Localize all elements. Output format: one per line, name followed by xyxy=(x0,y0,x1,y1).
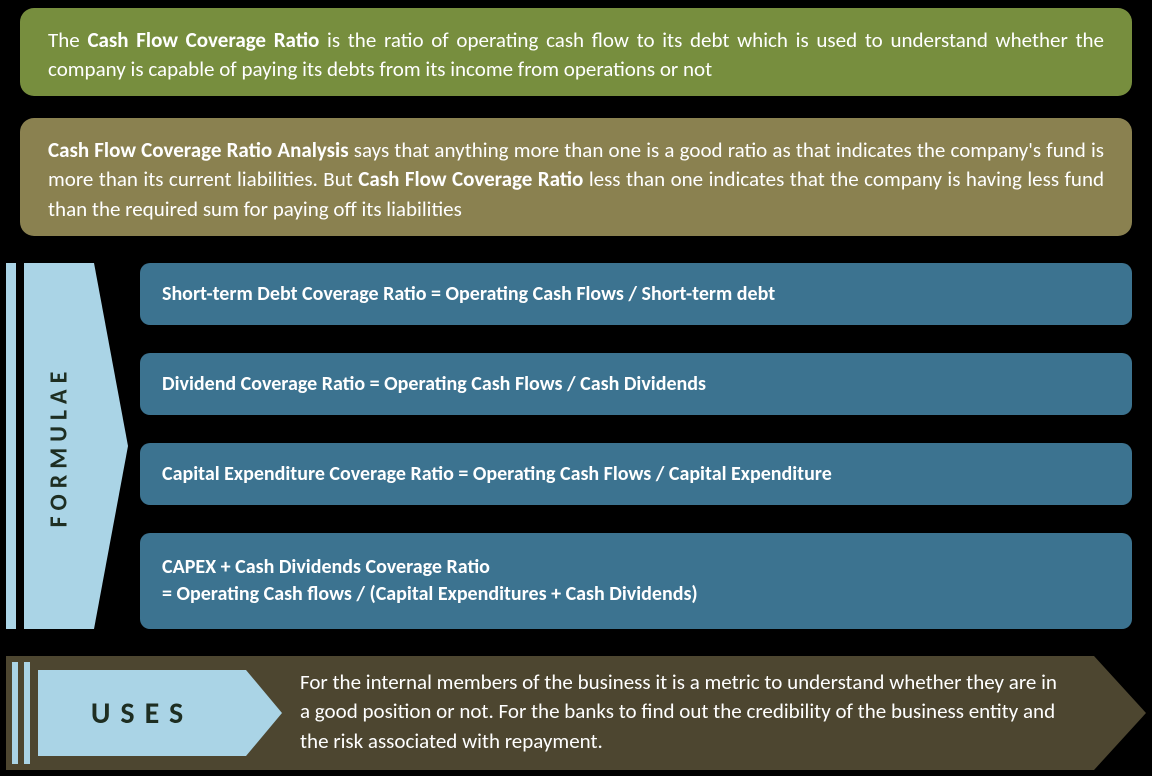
def-prefix: The xyxy=(48,27,87,53)
uses-text: For the internal members of the business… xyxy=(300,668,1060,756)
uses-label-box: USES xyxy=(38,670,246,756)
formulae-label-arrow xyxy=(94,263,128,629)
formula-text-1: Short-term Debt Coverage Ratio = Operati… xyxy=(162,281,775,308)
formulae-label: FORMULAE xyxy=(45,365,74,527)
formulae-label-box: FORMULAE xyxy=(24,263,94,629)
uses-thin-bar-2 xyxy=(24,662,30,764)
analysis-box: Cash Flow Coverage Ratio Analysis says t… xyxy=(20,118,1132,236)
formulae-thin-bar xyxy=(6,263,16,629)
uses-thin-bar-1 xyxy=(12,662,18,764)
formula-text-3: Capital Expenditure Coverage Ratio = Ope… xyxy=(162,461,832,488)
formula-bar-3: Capital Expenditure Coverage Ratio = Ope… xyxy=(140,443,1132,505)
analysis-bold1: Cash Flow Coverage Ratio Analysis xyxy=(48,137,349,163)
formula-text-2: Dividend Coverage Ratio = Operating Cash… xyxy=(162,371,706,398)
formula-bar-2: Dividend Coverage Ratio = Operating Cash… xyxy=(140,353,1132,415)
def-bold: Cash Flow Coverage Ratio xyxy=(87,27,319,53)
definition-box: The Cash Flow Coverage Ratio is the rati… xyxy=(20,8,1132,96)
formula-text-4: CAPEX + Cash Dividends Coverage Ratio = … xyxy=(162,554,698,608)
uses-label-arrow xyxy=(246,670,282,756)
formula-bar-1: Short-term Debt Coverage Ratio = Operati… xyxy=(140,263,1132,325)
analysis-bold2: Cash Flow Coverage Ratio xyxy=(358,166,583,192)
uses-label: USES xyxy=(91,695,193,732)
formula-bar-4: CAPEX + Cash Dividends Coverage Ratio = … xyxy=(140,533,1132,629)
uses-bg-arrow xyxy=(1094,656,1146,770)
